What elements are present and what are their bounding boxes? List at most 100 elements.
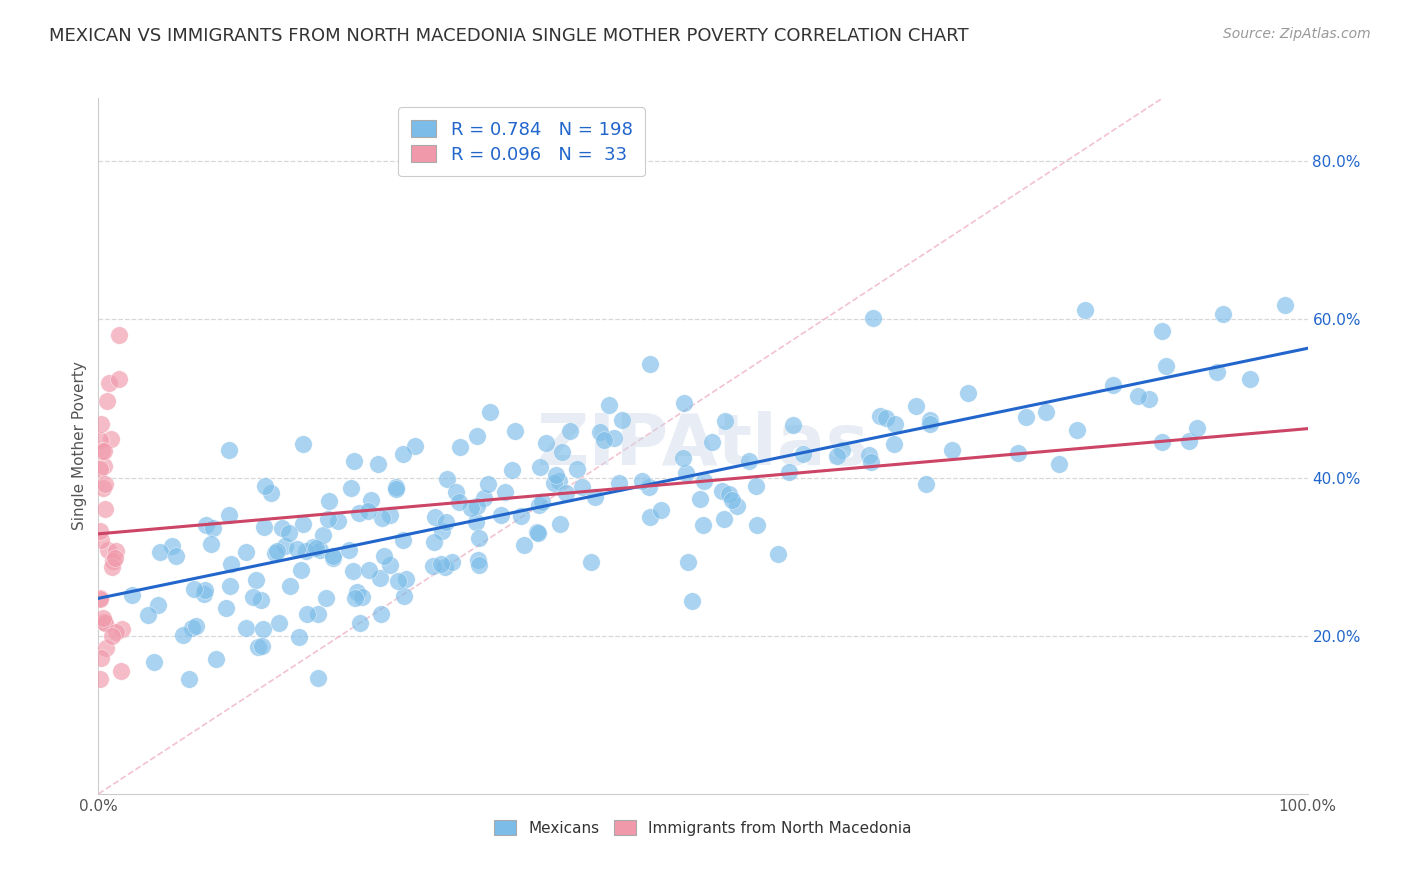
Point [97,543,120,558]
Point [713,414,735,428]
Point [477,476,499,491]
Point [527,526,550,541]
Point [862,310,884,325]
Point [165,549,187,563]
Point [90,417,112,431]
Point [638,480,661,494]
Point [884,417,907,431]
Point [194,582,217,597]
Point [315,591,337,605]
Point [465,516,488,530]
Point [385,480,408,494]
Point [101,629,124,643]
Point [193,587,215,601]
Point [89,591,111,606]
Point [326,514,349,528]
Point [392,533,415,547]
Point [672,451,695,466]
Point [172,628,194,642]
Point [548,516,571,531]
Point [343,453,366,467]
Point [869,409,891,424]
Point [472,491,495,506]
Point [344,591,367,606]
Point [693,475,716,489]
Point [460,500,482,515]
Point [278,579,301,593]
Point [430,524,453,538]
Point [1212,307,1234,321]
Point [98,376,121,391]
Point [93,616,115,631]
Point [904,399,927,413]
Point [295,544,318,558]
Point [318,493,340,508]
Point [725,499,748,513]
Point [108,328,131,343]
Point [713,512,735,526]
Point [920,417,942,432]
Point [392,448,415,462]
Point [292,516,315,531]
Point [423,509,446,524]
Point [554,486,576,500]
Point [246,640,269,654]
Point [322,549,344,563]
Point [436,472,458,486]
Point [271,521,294,535]
Point [1126,389,1149,403]
Point [392,589,415,603]
Point [544,468,567,483]
Point [370,511,392,525]
Point [567,462,589,476]
Point [560,424,582,438]
Point [529,459,551,474]
Point [352,591,374,605]
Point [467,553,489,567]
Text: MEXICAN VS IMMIGRANTS FROM NORTH MACEDONIA SINGLE MOTHER POVERTY CORRELATION CHA: MEXICAN VS IMMIGRANTS FROM NORTH MACEDON… [49,27,969,45]
Point [768,547,790,561]
Point [194,518,217,533]
Point [956,386,979,401]
Point [941,442,963,457]
Point [465,429,488,443]
Point [235,545,257,559]
Point [219,557,242,571]
Point [583,491,606,505]
Point [550,445,572,459]
Text: ZIPAtlas: ZIPAtlas [537,411,869,481]
Point [598,398,620,412]
Point [360,492,382,507]
Point [96,393,118,408]
Point [378,558,401,572]
Point [1074,302,1097,317]
Point [920,413,942,427]
Point [295,607,318,621]
Point [160,540,183,554]
Point [291,436,314,450]
Point [692,517,714,532]
Point [449,440,471,454]
Point [146,598,169,612]
Point [100,560,122,574]
Point [200,537,222,551]
Point [91,444,114,458]
Point [349,615,371,630]
Point [245,573,267,587]
Point [273,539,295,553]
Point [307,671,329,685]
Point [510,508,533,523]
Point [607,475,630,490]
Point [378,508,401,523]
Point [638,510,661,524]
Point [1154,359,1177,373]
Point [612,413,634,427]
Point [650,503,672,517]
Point [914,477,936,491]
Point [1047,457,1070,471]
Point [340,481,363,495]
Point [1007,445,1029,459]
Point [675,466,697,480]
Point [745,479,768,493]
Point [479,405,502,419]
